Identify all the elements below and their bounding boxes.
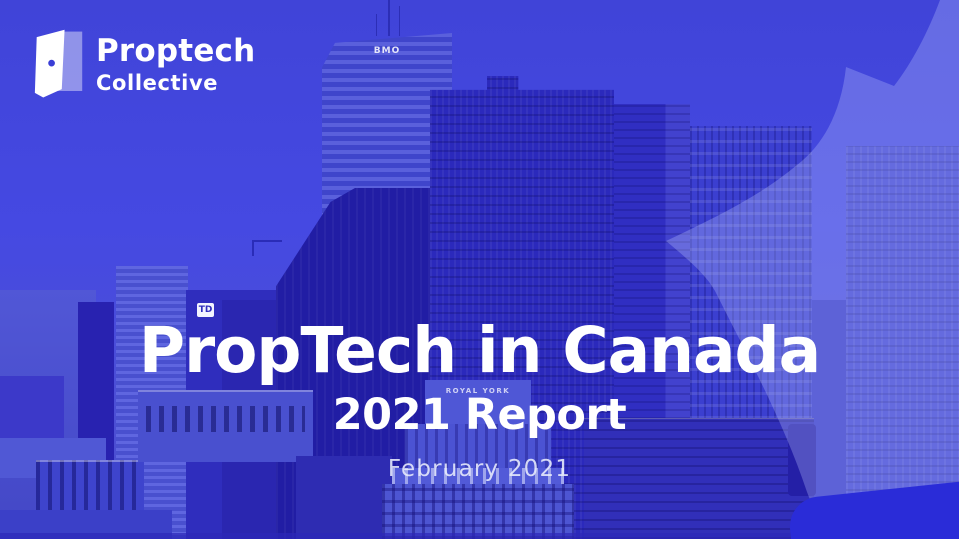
cover-date: February 2021 [387,456,572,483]
logo-wordmark-line2: Collective [96,71,219,95]
building-far-right [846,146,959,539]
antenna [399,6,400,36]
rooftop-midleft [138,390,313,462]
rooftop-lowrise [0,376,64,450]
skyline-base [0,533,959,539]
logo-wordmark: Proptech Collective [96,36,255,94]
cover-title: PropTech in Canada [138,314,821,387]
antenna [376,14,377,36]
cover-text: PropTech in Canada 2021 Report February … [0,314,959,483]
bmo-sign: BMO [373,46,401,56]
crane [252,240,254,256]
royal-york-sign: ROYAL YORK [445,387,511,395]
crane [252,240,282,242]
logo-wordmark-line1: Proptech [96,33,256,69]
proptech-collective-logo: Proptech Collective [33,27,255,103]
building-royal-york: ROYAL YORK [372,380,584,539]
cover-subtitle: 2021 Report [332,390,627,441]
rooftop-structure [788,424,816,496]
open-door-icon [34,29,83,98]
building-low-centre [296,456,392,539]
td-sign: TD [197,303,214,317]
antenna [388,0,390,36]
building-low-right [584,418,814,539]
